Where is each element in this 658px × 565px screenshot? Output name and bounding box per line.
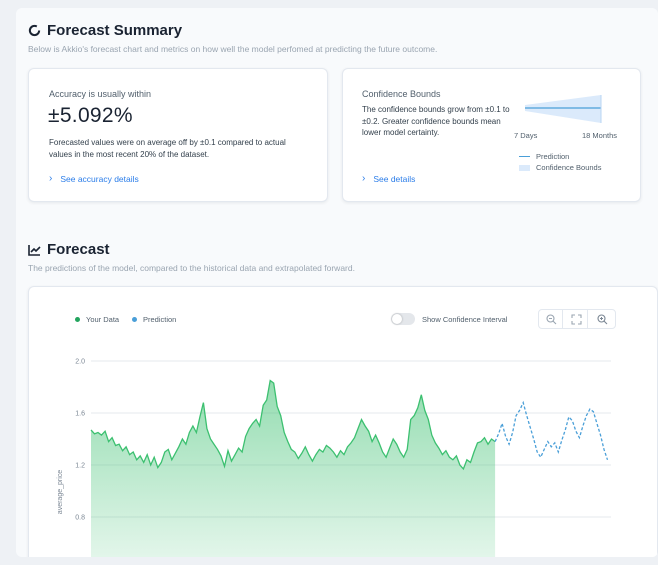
y-tick-label: 2.0: [75, 359, 85, 366]
fullscreen-icon: [571, 313, 582, 325]
chart-legend-your-data[interactable]: Your Data: [75, 315, 119, 324]
see-accuracy-details-link[interactable]: › See accuracy details: [49, 173, 139, 184]
chart-legend-prediction[interactable]: Prediction: [132, 315, 176, 324]
y-tick-label: 1.6: [75, 411, 85, 418]
trend-chart-icon: [28, 244, 41, 256]
accuracy-value: ±5.092%: [48, 104, 133, 127]
zoom-in-icon: [596, 313, 607, 324]
forecast-chart-card: Your Data Prediction Show Confidence Int…: [28, 286, 658, 557]
zoom-in-button[interactable]: [591, 310, 613, 328]
legend-prediction-label: Prediction: [536, 152, 570, 161]
chart-toolbar: [538, 309, 616, 329]
confidence-interval-toggle-label: Show Confidence Interval: [422, 315, 508, 324]
legend-confidence-bounds: Confidence Bounds: [519, 163, 601, 172]
prediction-line: [494, 400, 609, 461]
legend-prediction: Prediction: [519, 152, 569, 161]
your-data-dot-icon: [75, 317, 80, 322]
your-data-label: Your Data: [86, 315, 120, 324]
mini-x-start: 7 Days: [514, 131, 538, 140]
accuracy-description: Forecasted values were on average off by…: [49, 138, 286, 159]
see-details-link[interactable]: › See details: [362, 173, 415, 184]
confidence-bounds-card: Confidence Bounds The confidence bounds …: [342, 68, 641, 202]
forecast-subtitle: The predictions of the model, compared t…: [28, 263, 355, 273]
prediction-swatch: [519, 155, 530, 158]
zoom-out-icon: [546, 313, 557, 324]
prediction-label: Prediction: [143, 315, 177, 324]
chevron-right-icon: ›: [362, 173, 366, 184]
forecast-title: Forecast: [47, 241, 110, 258]
accuracy-card: Accuracy is usually within ±5.092% Forec…: [28, 68, 328, 202]
chevron-right-icon: ›: [49, 173, 53, 184]
loading-ring-icon: [28, 24, 41, 37]
legend-bounds-label: Confidence Bounds: [536, 163, 602, 172]
your-data-area: [91, 380, 496, 557]
confidence-mini-chart: [525, 95, 602, 123]
your-data-line: [90, 379, 496, 471]
y-tick-label: 0.8: [75, 515, 85, 522]
forecast-panel: Forecast Summary Below is Akkio's foreca…: [16, 8, 658, 557]
zoom-out-button[interactable]: [541, 310, 563, 328]
confidence-interval-toggle[interactable]: [391, 313, 415, 325]
see-accuracy-details-label: See accuracy details: [60, 173, 139, 184]
confidence-label: Confidence Bounds: [362, 89, 441, 99]
summary-subtitle: Below is Akkio's forecast chart and metr…: [28, 44, 438, 54]
see-details-label: See details: [373, 173, 416, 184]
confidence-bounds-area: [525, 95, 601, 123]
confidence-description: The confidence bounds grow from ±0.1 to …: [362, 105, 510, 137]
accuracy-label: Accuracy is usually within: [49, 89, 152, 99]
summary-title: Forecast Summary: [47, 22, 183, 39]
bounds-swatch: [519, 164, 530, 171]
y-axis-label: average_price: [57, 470, 64, 514]
y-tick-label: 1.2: [75, 463, 85, 470]
prediction-dot-icon: [132, 317, 137, 322]
fullscreen-button[interactable]: [566, 310, 588, 328]
forecast-chart: 2.01.61.20.80.4 average_price: [57, 359, 611, 557]
summary-header: Forecast Summary: [28, 22, 182, 39]
forecast-header: Forecast: [28, 241, 110, 258]
mini-x-end: 18 Months: [582, 131, 618, 140]
